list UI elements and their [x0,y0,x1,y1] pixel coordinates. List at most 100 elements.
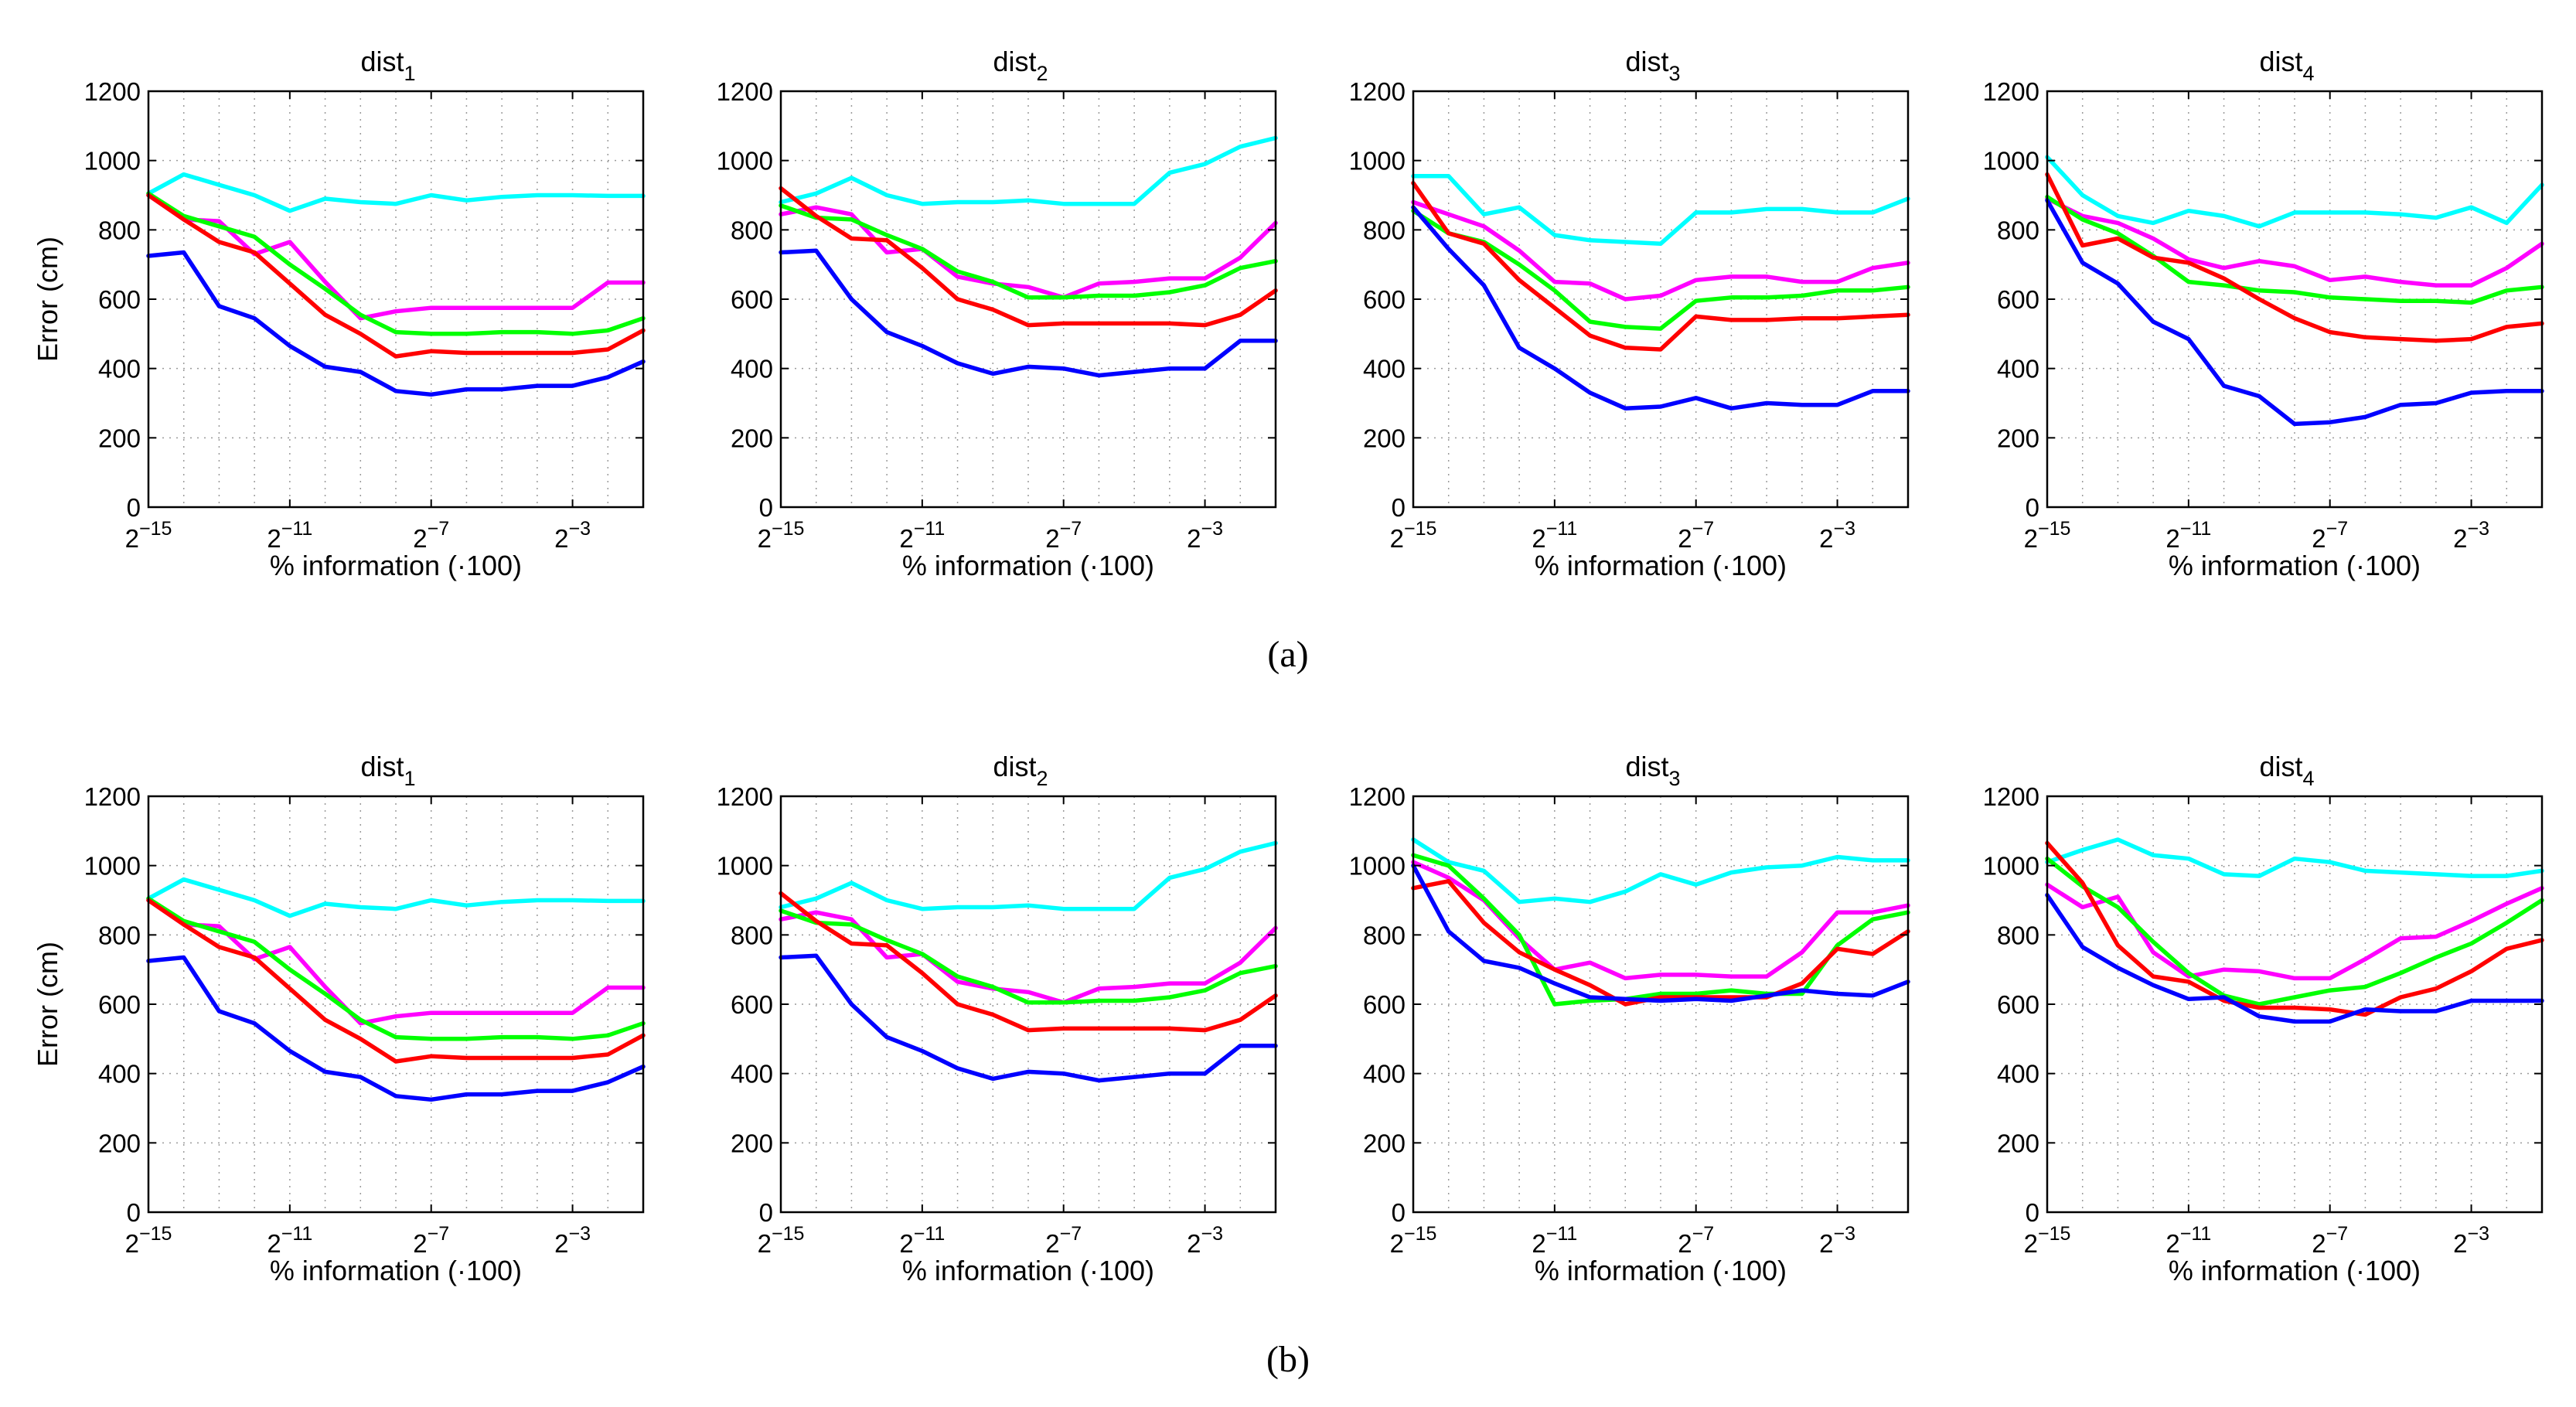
y-tick-label: 1000 [84,852,141,881]
y-tick-label: 200 [1997,1129,2039,1157]
x-tick-base: 2 [1390,1229,1404,1258]
x-tick-base: 2 [1045,1229,1059,1258]
series-line-blue [1411,205,1910,411]
y-tick-label: 1000 [84,147,141,175]
x-tick-label: 2−11 [899,1223,945,1258]
x-tick-label: 2−15 [758,1223,805,1258]
x-tick-exponent: −3 [2467,518,2489,540]
y-tick-label: 600 [1363,990,1406,1019]
y-axis-label: Error (cm) [32,237,63,362]
y-tick-label: 1200 [717,782,773,811]
y-tick-label: 800 [1997,216,2039,244]
x-tick-exponent: −15 [1404,518,1436,540]
x-tick-base: 2 [2312,524,2326,553]
y-tick-label: 0 [127,1198,141,1227]
x-tick-base: 2 [2453,524,2467,553]
x-tick-base: 2 [758,524,772,553]
x-tick-base: 2 [267,524,281,553]
x-tick-base: 2 [1678,524,1692,553]
x-tick-exponent: −15 [2038,1223,2070,1245]
x-tick-label: 2−7 [1678,518,1714,553]
y-tick-label: 1200 [1983,782,2039,811]
y-tick-label: 600 [1363,285,1406,314]
x-tick-label: 2−15 [125,518,172,553]
series-line-blue [779,248,1278,378]
x-tick-exponent: −7 [428,1223,450,1245]
x-tick-exponent: −3 [568,1223,591,1245]
x-tick-base: 2 [267,1229,281,1258]
x-tick-label: 2−11 [1532,1223,1577,1258]
y-tick-label: 1200 [717,77,773,106]
x-tick-exponent: −7 [1060,1223,1082,1245]
y-tick-label: 400 [731,355,773,383]
series-line-cyan [1411,174,1910,247]
y-tick-label: 400 [1363,1060,1406,1088]
y-tick-label: 1000 [717,852,773,881]
x-tick-exponent: −3 [568,518,591,540]
x-tick-label: 2−3 [1819,1223,1855,1258]
y-tick-label: 0 [1392,1198,1406,1227]
x-tick-exponent: −3 [2467,1223,2489,1245]
chart-title-subscript: 4 [2303,62,2315,85]
caption-a: (a) [1267,634,1308,675]
x-tick-label: 2−11 [2165,1223,2211,1258]
x-tick-label: 2−3 [2453,518,2489,553]
series-line-cyan [2045,837,2544,878]
x-tick-label: 2−7 [2312,1223,2348,1258]
series-line-green [779,203,1278,300]
chart-title: dist2 [993,751,1048,790]
series-line-red [779,891,1278,1033]
y-tick-label: 1000 [1983,147,2039,175]
y-tick-label: 400 [98,1060,141,1088]
x-tick-base: 2 [125,524,139,553]
chart-title: dist4 [2259,751,2314,790]
y-axis-label: Error (cm) [32,942,63,1067]
series-line-red [2045,840,2544,1017]
x-axis-label: % information (·100) [2169,1255,2421,1286]
x-tick-label: 2−11 [1532,518,1577,553]
series-line-red [146,192,646,359]
series-line-red [2045,172,2544,343]
y-tick-label: 1000 [1349,147,1406,175]
series-line-magenta [1411,199,1910,302]
x-tick-exponent: −11 [914,518,946,540]
chart-title-text: dist [1625,751,1668,782]
x-tick-exponent: −11 [281,518,313,540]
y-tick-label: 400 [731,1060,773,1088]
series-line-blue [146,955,646,1102]
x-tick-exponent: −7 [2326,1223,2349,1245]
x-tick-label: 2−15 [1390,518,1437,553]
y-tick-label: 0 [2026,493,2039,522]
x-tick-base: 2 [125,1229,139,1258]
y-tick-label: 1200 [84,782,141,811]
y-tick-label: 600 [1997,285,2039,314]
y-tick-label: 600 [98,990,141,1019]
x-tick-exponent: −3 [1201,518,1223,540]
plot-area [1413,796,1908,1212]
series-line-magenta [2045,882,2544,981]
x-tick-label: 2−11 [267,1223,312,1258]
x-tick-label: 2−7 [1678,1223,1714,1258]
x-tick-exponent: −15 [139,1223,172,1245]
series-line-cyan [146,172,646,213]
x-axis-label: % information (·100) [902,1255,1154,1286]
x-tick-base: 2 [1187,1229,1201,1258]
y-tick-label: 800 [731,921,773,949]
x-tick-base: 2 [2312,1229,2326,1258]
y-tick-label: 400 [1997,1060,2039,1088]
x-tick-label: 2−7 [1045,518,1082,553]
chart-title-subscript: 2 [1037,767,1048,790]
plot-area [1413,91,1908,507]
series-line-green [2045,194,2544,305]
x-tick-base: 2 [554,1229,568,1258]
y-tick-label: 0 [759,493,773,522]
y-tick-label: 1200 [1983,77,2039,106]
x-tick-exponent: −15 [772,518,804,540]
y-tick-label: 600 [731,990,773,1019]
chart-title: dist2 [993,46,1048,85]
y-tick-label: 0 [127,493,141,522]
